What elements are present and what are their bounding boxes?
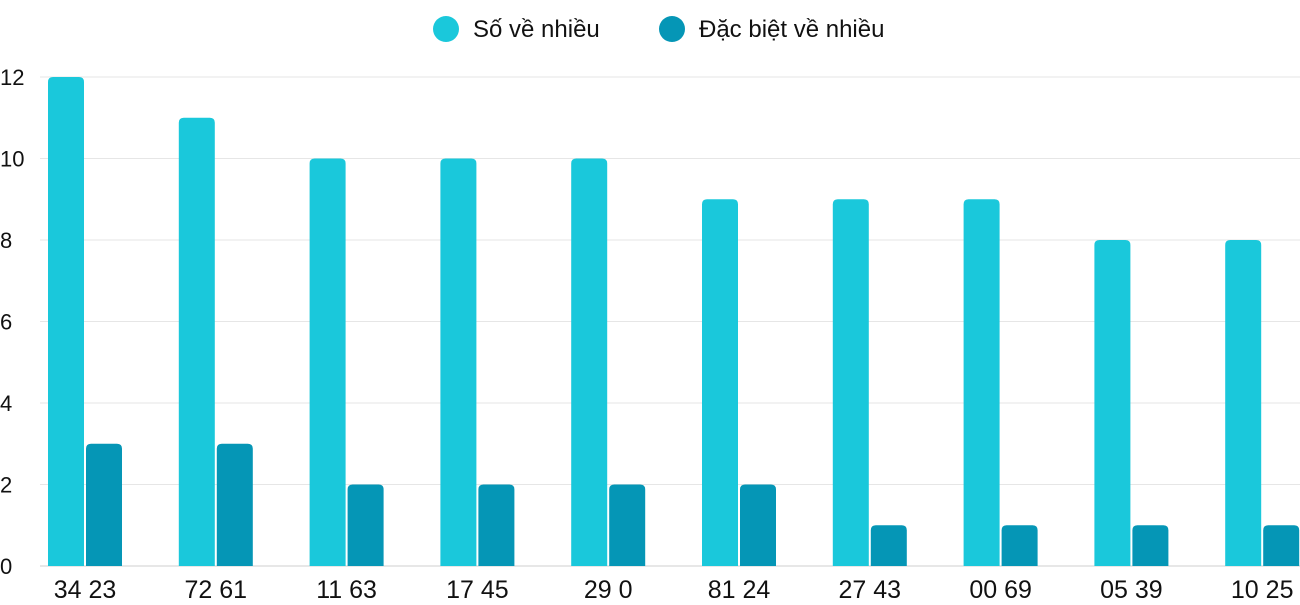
bar-dac-biet-ve-nhieu (870, 525, 907, 566)
bar-so-ve-nhieu (440, 158, 477, 566)
bar-dac-biet-ve-nhieu (216, 443, 253, 566)
bar-so-ve-nhieu (963, 199, 1000, 566)
x-axis-tick-labels: 34 23 72 61 11 63 17 45 29 0 81 24 27 43 00 69 0… (54, 576, 1294, 604)
bar-so-ve-nhieu (1225, 240, 1262, 566)
legend-marker (433, 16, 459, 42)
x-tick-label: 81 24 (708, 576, 771, 600)
bar-dac-biet-ve-nhieu (740, 484, 776, 566)
x-tick-label: 05 39 (1100, 576, 1163, 600)
y-axis-tick-labels: 0 2 4 6 8 10 12 (0, 65, 24, 579)
x-tick-label: 27 43 (839, 576, 902, 600)
y-tick-label: 4 (0, 391, 12, 416)
y-tick-label: 12 (0, 65, 24, 90)
bar-so-ve-nhieu (48, 77, 84, 566)
x-tick-label: 00 69 (969, 576, 1032, 600)
x-tick-label: 72 61 (185, 576, 248, 600)
legend: Số về nhiều Đặc biệt về nhiều (433, 16, 884, 43)
bar-so-ve-nhieu (309, 158, 346, 566)
bar-so-ve-nhieu (1094, 240, 1131, 566)
x-tick-label: 17 45 (446, 576, 509, 600)
bar-dac-biet-ve-nhieu (86, 443, 122, 566)
bar-dac-biet-ve-nhieu (478, 484, 515, 566)
bar-dac-biet-ve-nhieu (1001, 525, 1038, 566)
bar-dac-biet-ve-nhieu (1263, 525, 1300, 566)
bar-dac-biet-ve-nhieu (1132, 525, 1169, 566)
x-tick-label: 11 63 (316, 576, 377, 600)
x-tick-label: 10 25 (1231, 576, 1294, 600)
legend-label: Số về nhiều (473, 16, 600, 43)
y-tick-label: 8 (0, 228, 12, 253)
legend-marker (659, 16, 685, 42)
legend-label: Đặc biệt về nhiều (699, 16, 884, 43)
bar-so-ve-nhieu (178, 117, 215, 566)
bar-so-ve-nhieu (832, 199, 869, 566)
x-tick-label: 29 0 (584, 576, 633, 600)
bars (48, 77, 1300, 566)
bar-dac-biet-ve-nhieu (347, 484, 384, 566)
y-tick-label: 2 (0, 473, 12, 498)
bar-so-ve-nhieu (571, 158, 608, 566)
bar-so-ve-nhieu (702, 199, 738, 566)
y-tick-label: 10 (0, 147, 24, 172)
bar-dac-biet-ve-nhieu (609, 484, 646, 566)
y-tick-label: 0 (0, 554, 12, 579)
y-tick-label: 6 (0, 310, 12, 335)
x-tick-label: 34 23 (54, 576, 117, 600)
